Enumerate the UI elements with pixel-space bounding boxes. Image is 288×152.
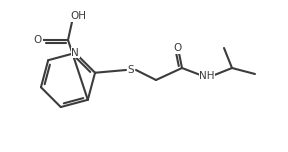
Text: N: N <box>71 48 79 58</box>
Text: OH: OH <box>70 11 86 21</box>
Text: O: O <box>173 43 181 53</box>
Text: NH: NH <box>199 71 215 81</box>
Text: S: S <box>128 65 134 75</box>
Text: O: O <box>34 35 42 45</box>
